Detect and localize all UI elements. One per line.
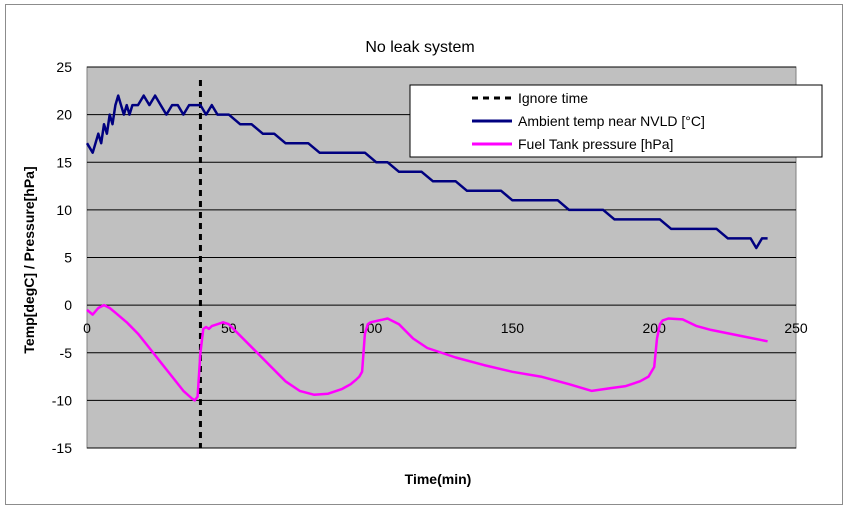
series-line-fuel-tank-pressure bbox=[86, 303, 768, 402]
y-tick-label: -15 bbox=[52, 440, 72, 456]
legend-label-fuel-tank-pressure: Fuel Tank pressure [hPa] bbox=[518, 136, 673, 152]
y-tick-label: 0 bbox=[64, 297, 72, 313]
legend-label-ambient-temp: Ambient temp near NVLD [°C] bbox=[518, 113, 705, 129]
series-line-ambient-temp bbox=[85, 94, 768, 250]
y-tick-label: -10 bbox=[52, 392, 72, 408]
y-tick-label: 15 bbox=[56, 154, 72, 170]
x-tick-label: 0 bbox=[83, 320, 91, 336]
y-tick-label: -5 bbox=[60, 345, 73, 361]
chart-title: No leak system bbox=[365, 39, 474, 56]
y-tick-label: 25 bbox=[56, 59, 72, 75]
legend-label-ignore-time: Ignore time bbox=[518, 90, 588, 106]
series-lines bbox=[85, 94, 768, 402]
x-tick-labels: 0 50 100 150 200 250 bbox=[83, 320, 808, 336]
x-axis-title: Time(min) bbox=[405, 471, 472, 487]
y-tick-label: 10 bbox=[56, 202, 72, 218]
y-tick-label: 20 bbox=[56, 107, 72, 123]
x-tick-label: 150 bbox=[501, 320, 525, 336]
y-tick-label: 5 bbox=[64, 250, 72, 266]
y-axis-title: Temp[degC] / Pressure[hPa] bbox=[21, 166, 37, 353]
legend: Ignore time Ambient temp near NVLD [°C] … bbox=[409, 84, 823, 158]
x-tick-label: 250 bbox=[784, 320, 808, 336]
y-tick-labels: 25 20 15 10 5 0 -5 -10 -15 bbox=[52, 59, 72, 456]
